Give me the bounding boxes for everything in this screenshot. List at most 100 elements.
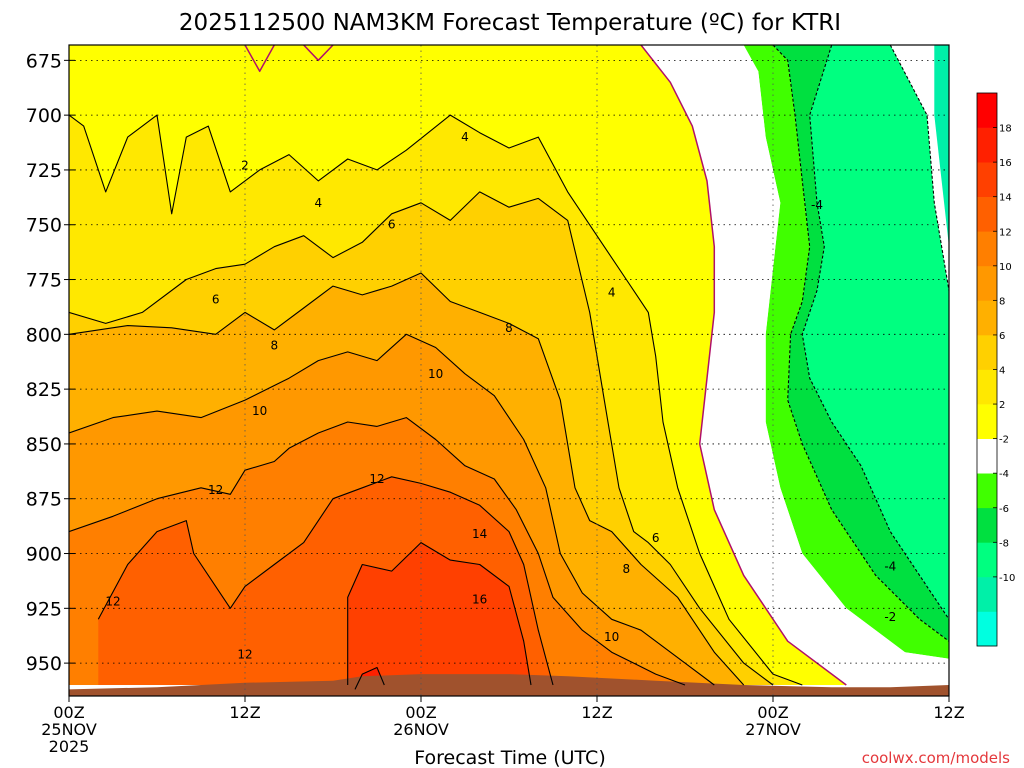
contour-line (347, 542, 532, 686)
contour-label: 12 (208, 483, 223, 497)
contour-line (244, 45, 275, 73)
contour-label: 6 (212, 292, 220, 306)
gridlines (68, 45, 950, 696)
y-tick-label: 750 (26, 215, 62, 237)
zone-min4 (743, 45, 949, 659)
contour-label: 4 (461, 130, 469, 144)
zone-min10 (934, 45, 949, 247)
contour-label: 12 (105, 595, 120, 609)
contour-label: 2 (241, 159, 249, 173)
y-tick-label: 900 (26, 544, 62, 566)
colorbar-swatch (977, 576, 997, 612)
y-tick-label: 675 (26, 50, 62, 72)
colorbar-tick-label: 14 (999, 193, 1012, 204)
colorbar-tick-label: -4 (999, 469, 1009, 480)
colorbar-tick-label: 4 (999, 366, 1005, 377)
x-tick-label: 12Z (229, 703, 260, 722)
colorbar-swatch (977, 231, 997, 267)
colorbar-swatch (977, 473, 997, 509)
colorbar-swatch (977, 611, 997, 647)
contour-label: 6 (652, 531, 660, 545)
x-axis-label: Forecast Time (UTC) (414, 747, 605, 768)
contour-line (801, 45, 949, 620)
x-tick-label: 12Z (933, 703, 964, 722)
colorbar-swatch (977, 404, 997, 439)
temperature-contours (69, 45, 949, 690)
ground-surface (69, 674, 949, 696)
colorbar-swatch (977, 196, 997, 232)
colorbar-swatch (977, 438, 997, 474)
contour-label: -2 (884, 610, 896, 624)
y-tick-label: 725 (26, 160, 62, 182)
contour-label: 10 (604, 630, 619, 644)
colorbar-tick-label: 8 (999, 296, 1005, 307)
contour-label: -4 (884, 560, 896, 574)
colorbar-tick-label: -2 (999, 435, 1009, 446)
filled-temperature-zones (69, 45, 949, 690)
contour-label: 6 (388, 218, 396, 232)
contour-line (69, 333, 715, 686)
contour-label: 16 (472, 593, 487, 607)
contour-label: 10 (428, 367, 443, 381)
colorbar-swatch (977, 162, 997, 197)
y-tick-label: 875 (26, 489, 62, 511)
x-tick-label: 2025 (49, 737, 90, 756)
y-axis: 675 700 725 750 775 800 825 850 875 900 925 950 (26, 50, 75, 675)
colorbar-tick-label: -6 (999, 504, 1009, 515)
colorbar-swatch (977, 265, 997, 301)
y-tick-label: 775 (26, 270, 62, 292)
colorbar-swatch (977, 334, 997, 370)
contour-label: 8 (270, 338, 278, 352)
contour-label: 8 (622, 562, 630, 576)
credit-text: coolwx.com/models (862, 749, 1010, 767)
x-tick-label: 25NOV (41, 720, 97, 739)
colorbar-swatch (977, 93, 997, 128)
colorbar-tick-label: 16 (999, 158, 1012, 169)
contour-line (889, 45, 949, 291)
colorbar-swatch (977, 127, 997, 163)
y-tick-label: 800 (26, 324, 62, 346)
colorbar-swatch (977, 300, 997, 336)
colorbar-tick-label: -10 (999, 573, 1015, 584)
contour-line (354, 666, 385, 690)
x-tick-label: 00Z (757, 703, 788, 722)
x-tick-label: 00Z (53, 703, 84, 722)
contour-line (97, 476, 554, 686)
x-tick-label: 26NOV (393, 720, 449, 739)
x-tick-label: 12Z (581, 703, 612, 722)
x-tick-label: 27NOV (745, 720, 801, 739)
colorbar-tick-label: 10 (999, 262, 1012, 273)
terrain-ground (69, 674, 949, 696)
contour-label: 4 (314, 196, 322, 210)
contour-label: 14 (472, 527, 487, 541)
zone-min6 (773, 45, 949, 642)
colorbar-swatch (977, 542, 997, 578)
contour-label: 4 (608, 286, 616, 300)
colorbar-swatch (977, 369, 997, 405)
x-tick-label: 00Z (405, 703, 436, 722)
plot-frame (68, 44, 950, 697)
y-tick-label: 850 (26, 434, 62, 456)
contour-label: 12 (369, 472, 384, 486)
contour-line (69, 191, 774, 686)
chart-title: 2025112500 NAM3KM Forecast Temperature (… (179, 10, 841, 36)
colorbar-swatch (977, 507, 997, 543)
colorbar-tick-label: 12 (999, 227, 1012, 238)
colorbar-tick-label: 18 (999, 124, 1012, 135)
zone-white (641, 45, 949, 685)
contour-labels: 2 4 4 6 6 8 8 10 10 12 12 12 12 14 16 4 6 8 10 -4 -4 -2 (105, 130, 896, 661)
contour-line (69, 114, 803, 686)
contour-line (69, 272, 745, 686)
contour-line (69, 417, 686, 686)
zone-t16 (347, 542, 531, 685)
contour-line (303, 45, 334, 62)
contour-label: -4 (811, 198, 823, 212)
y-tick-label: 700 (26, 105, 62, 127)
zone-min8 (802, 45, 949, 620)
colorbar-tick-label: -8 (999, 538, 1009, 549)
y-tick-label: 825 (26, 379, 62, 401)
colorbar-tick-label: 6 (999, 331, 1005, 342)
y-tick-label: 950 (26, 653, 62, 675)
